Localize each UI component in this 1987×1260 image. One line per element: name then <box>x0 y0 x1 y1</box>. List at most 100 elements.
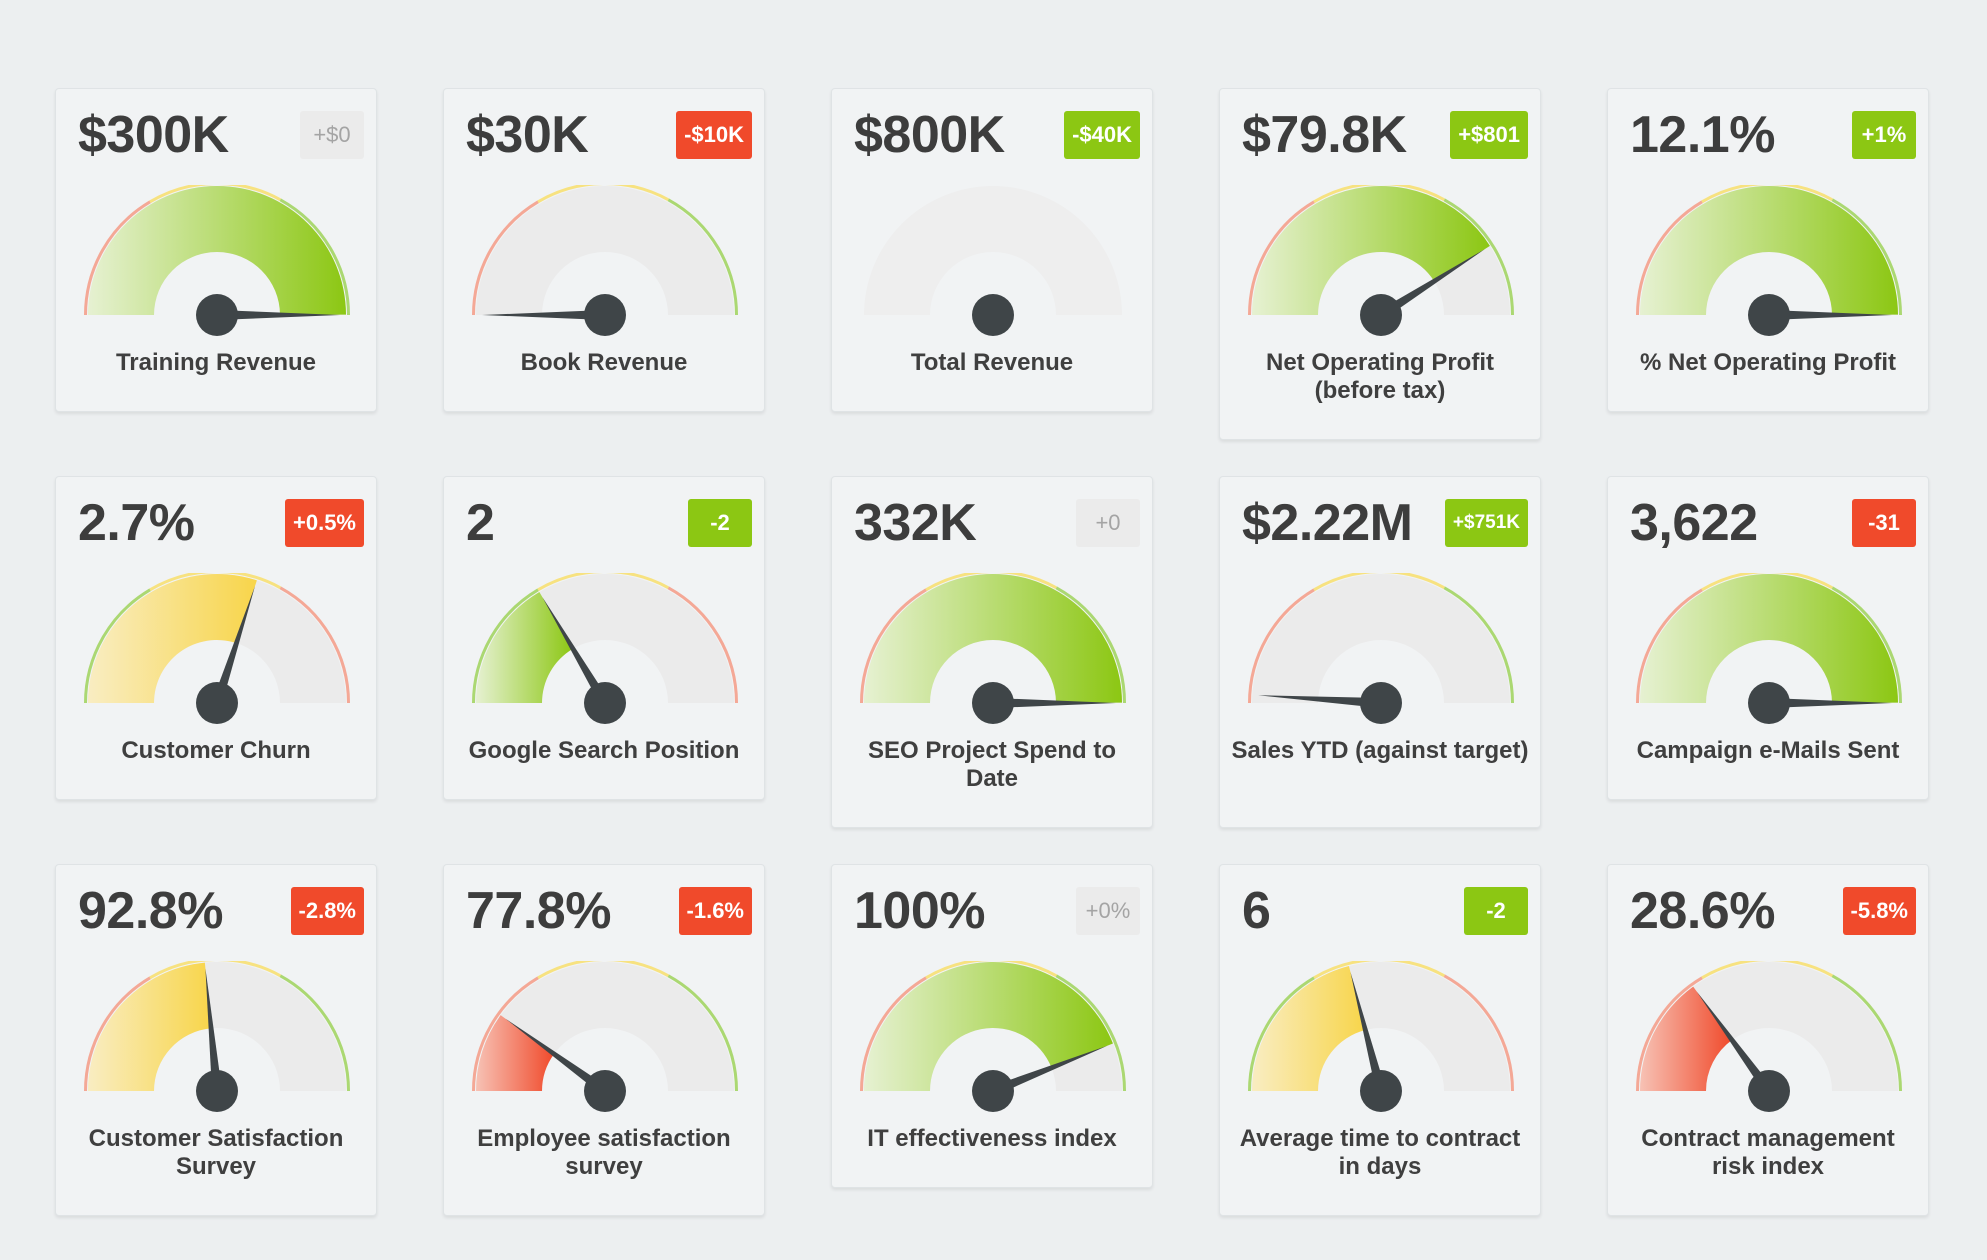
gauge-scale-segment <box>1313 185 1446 204</box>
gauge-scale-segment <box>1636 976 1703 1092</box>
gauge-scale-segment <box>537 573 670 592</box>
kpi-card-contract-risk-index[interactable]: 28.6% -5.8% Contract management risk ind… <box>1607 864 1929 1216</box>
gauge-hub <box>584 1070 626 1112</box>
kpi-card-total-revenue[interactable]: $800K -$40K Total Revenue <box>831 88 1153 412</box>
gauge <box>1248 573 1514 724</box>
gauge-hub <box>1748 682 1790 724</box>
gauge-scale-segment <box>279 198 350 316</box>
kpi-card-average-time-to-contract[interactable]: 6 -2 Average time to contract in days <box>1219 864 1541 1216</box>
gauge-hub <box>1360 682 1402 724</box>
gauge-track <box>1252 574 1510 703</box>
gauge-scale-segment <box>84 976 151 1092</box>
gauge-scale-segment <box>1248 976 1315 1092</box>
gauge-scale-segment <box>1636 200 1703 316</box>
gauge-needle <box>205 968 222 1092</box>
kpi-value: 28.6% <box>1630 882 1775 940</box>
kpi-change-badge: +$0 <box>300 111 364 159</box>
gauge-scale-segment <box>667 586 738 704</box>
gauge-scale-segment <box>472 588 539 704</box>
gauge-hub <box>1360 1070 1402 1112</box>
gauge-needle <box>1350 971 1386 1093</box>
kpi-card-campaign-emails-sent[interactable]: 3,622 -31 Campaign e-Mails Sent <box>1607 476 1929 800</box>
kpi-change-badge: -2 <box>688 499 752 547</box>
gauge <box>472 573 738 724</box>
kpi-value: 2 <box>466 494 495 552</box>
gauge-needle <box>482 310 605 320</box>
kpi-value: 3,622 <box>1630 494 1758 552</box>
gauge-hub <box>584 294 626 336</box>
kpi-change-badge: -$10K <box>676 111 752 159</box>
gauge-scale-segment <box>1636 588 1703 704</box>
gauge-scale-segment <box>1701 185 1834 204</box>
gauge-scale-segment <box>472 976 539 1092</box>
gauge <box>1636 573 1902 724</box>
kpi-change-badge: -5.8% <box>1842 887 1916 935</box>
gauge-fill <box>864 962 1113 1091</box>
kpi-label: % Net Operating Profit <box>1639 349 1897 376</box>
kpi-card-pct-net-operating-profit[interactable]: 12.1% +1% % Net Operating Profit <box>1607 88 1929 412</box>
kpi-label: Net Operating Profit (before tax) <box>1265 349 1494 404</box>
kpi-card-customer-satisfaction[interactable]: 92.8% -2.8% Customer Satisfaction Survey <box>55 864 377 1216</box>
kpi-value: $30K <box>466 106 589 164</box>
kpi-label: Average time to contract in days <box>1239 1125 1521 1180</box>
gauge-fill <box>88 574 257 703</box>
kpi-card-training-revenue[interactable]: $300K +$0 Training Revenue <box>55 88 377 412</box>
gauge-needle <box>1696 991 1774 1094</box>
gauge-needle <box>1378 249 1485 320</box>
gauge-hub <box>196 682 238 724</box>
kpi-change-badge: -31 <box>1852 499 1916 547</box>
gauge-scale-segment <box>149 961 282 980</box>
gauge <box>472 961 738 1112</box>
gauge-scale-segment <box>1831 198 1902 316</box>
kpi-value: $2.22M <box>1242 494 1413 552</box>
gauge-fill <box>476 1015 555 1091</box>
kpi-card-seo-project-spend[interactable]: 332K +0 SEO Project Spend to Date <box>831 476 1153 828</box>
kpi-label: Campaign e-Mails Sent <box>1636 737 1900 764</box>
kpi-label: Book Revenue <box>520 349 688 376</box>
gauge-needle <box>1769 310 1892 320</box>
gauge-scale-segment <box>1055 974 1126 1092</box>
kpi-card-sales-ytd[interactable]: $2.22M +$751K Sales YTD (against target) <box>1219 476 1541 828</box>
kpi-change-badge: -1.6% <box>678 887 752 935</box>
kpi-change-badge: +$751K <box>1444 499 1528 547</box>
gauge-scale-segment <box>84 200 151 316</box>
gauge-fill <box>476 591 573 703</box>
kpi-value: 100% <box>854 882 986 940</box>
kpi-label: Sales YTD (against target) <box>1231 737 1529 764</box>
gauge-needle <box>993 698 1116 708</box>
gauge-scale-segment <box>537 185 670 204</box>
gauge-scale-segment <box>1313 573 1446 592</box>
gauge <box>1248 185 1514 336</box>
gauge-fill <box>1640 986 1732 1091</box>
gauge-needle <box>505 1018 608 1096</box>
gauge-fill <box>1640 574 1898 703</box>
gauge-scale-segment <box>149 573 282 592</box>
gauge-hub <box>1748 1070 1790 1112</box>
gauge-fill <box>864 574 1122 703</box>
kpi-value: 92.8% <box>78 882 223 940</box>
gauge-scale-segment <box>860 588 927 704</box>
kpi-card-employee-satisfaction[interactable]: 77.8% -1.6% Employee satisfaction survey <box>443 864 765 1216</box>
gauge-scale-segment <box>1248 588 1315 704</box>
gauge <box>864 186 1122 336</box>
gauge-fill <box>1252 966 1366 1091</box>
kpi-card-net-operating-profit[interactable]: $79.8K +$801 Net Operating Profit (befor… <box>1219 88 1541 440</box>
gauge-scale-segment <box>279 586 350 704</box>
gauge-scale-segment <box>1831 586 1902 704</box>
kpi-label: Training Revenue <box>115 349 317 376</box>
gauge-hub <box>584 682 626 724</box>
kpi-label: Customer Churn <box>121 737 311 764</box>
kpi-card-book-revenue[interactable]: $30K -$10K Book Revenue <box>443 88 765 412</box>
gauge-hub <box>1748 294 1790 336</box>
gauge-needle <box>542 597 610 706</box>
kpi-value: 332K <box>854 494 977 552</box>
gauge-scale-segment <box>925 961 1058 980</box>
gauge-scale-segment <box>472 200 539 316</box>
kpi-card-it-effectiveness[interactable]: 100% +0% IT effectiveness index <box>831 864 1153 1188</box>
gauge <box>860 573 1126 724</box>
kpi-card-customer-churn[interactable]: 2.7% +0.5% Customer Churn <box>55 476 377 800</box>
kpi-label: Customer Satisfaction Survey <box>88 1125 344 1180</box>
kpi-card-google-search-position[interactable]: 2 -2 Google Search Position <box>443 476 765 800</box>
kpi-change-badge: +$801 <box>1450 111 1528 159</box>
